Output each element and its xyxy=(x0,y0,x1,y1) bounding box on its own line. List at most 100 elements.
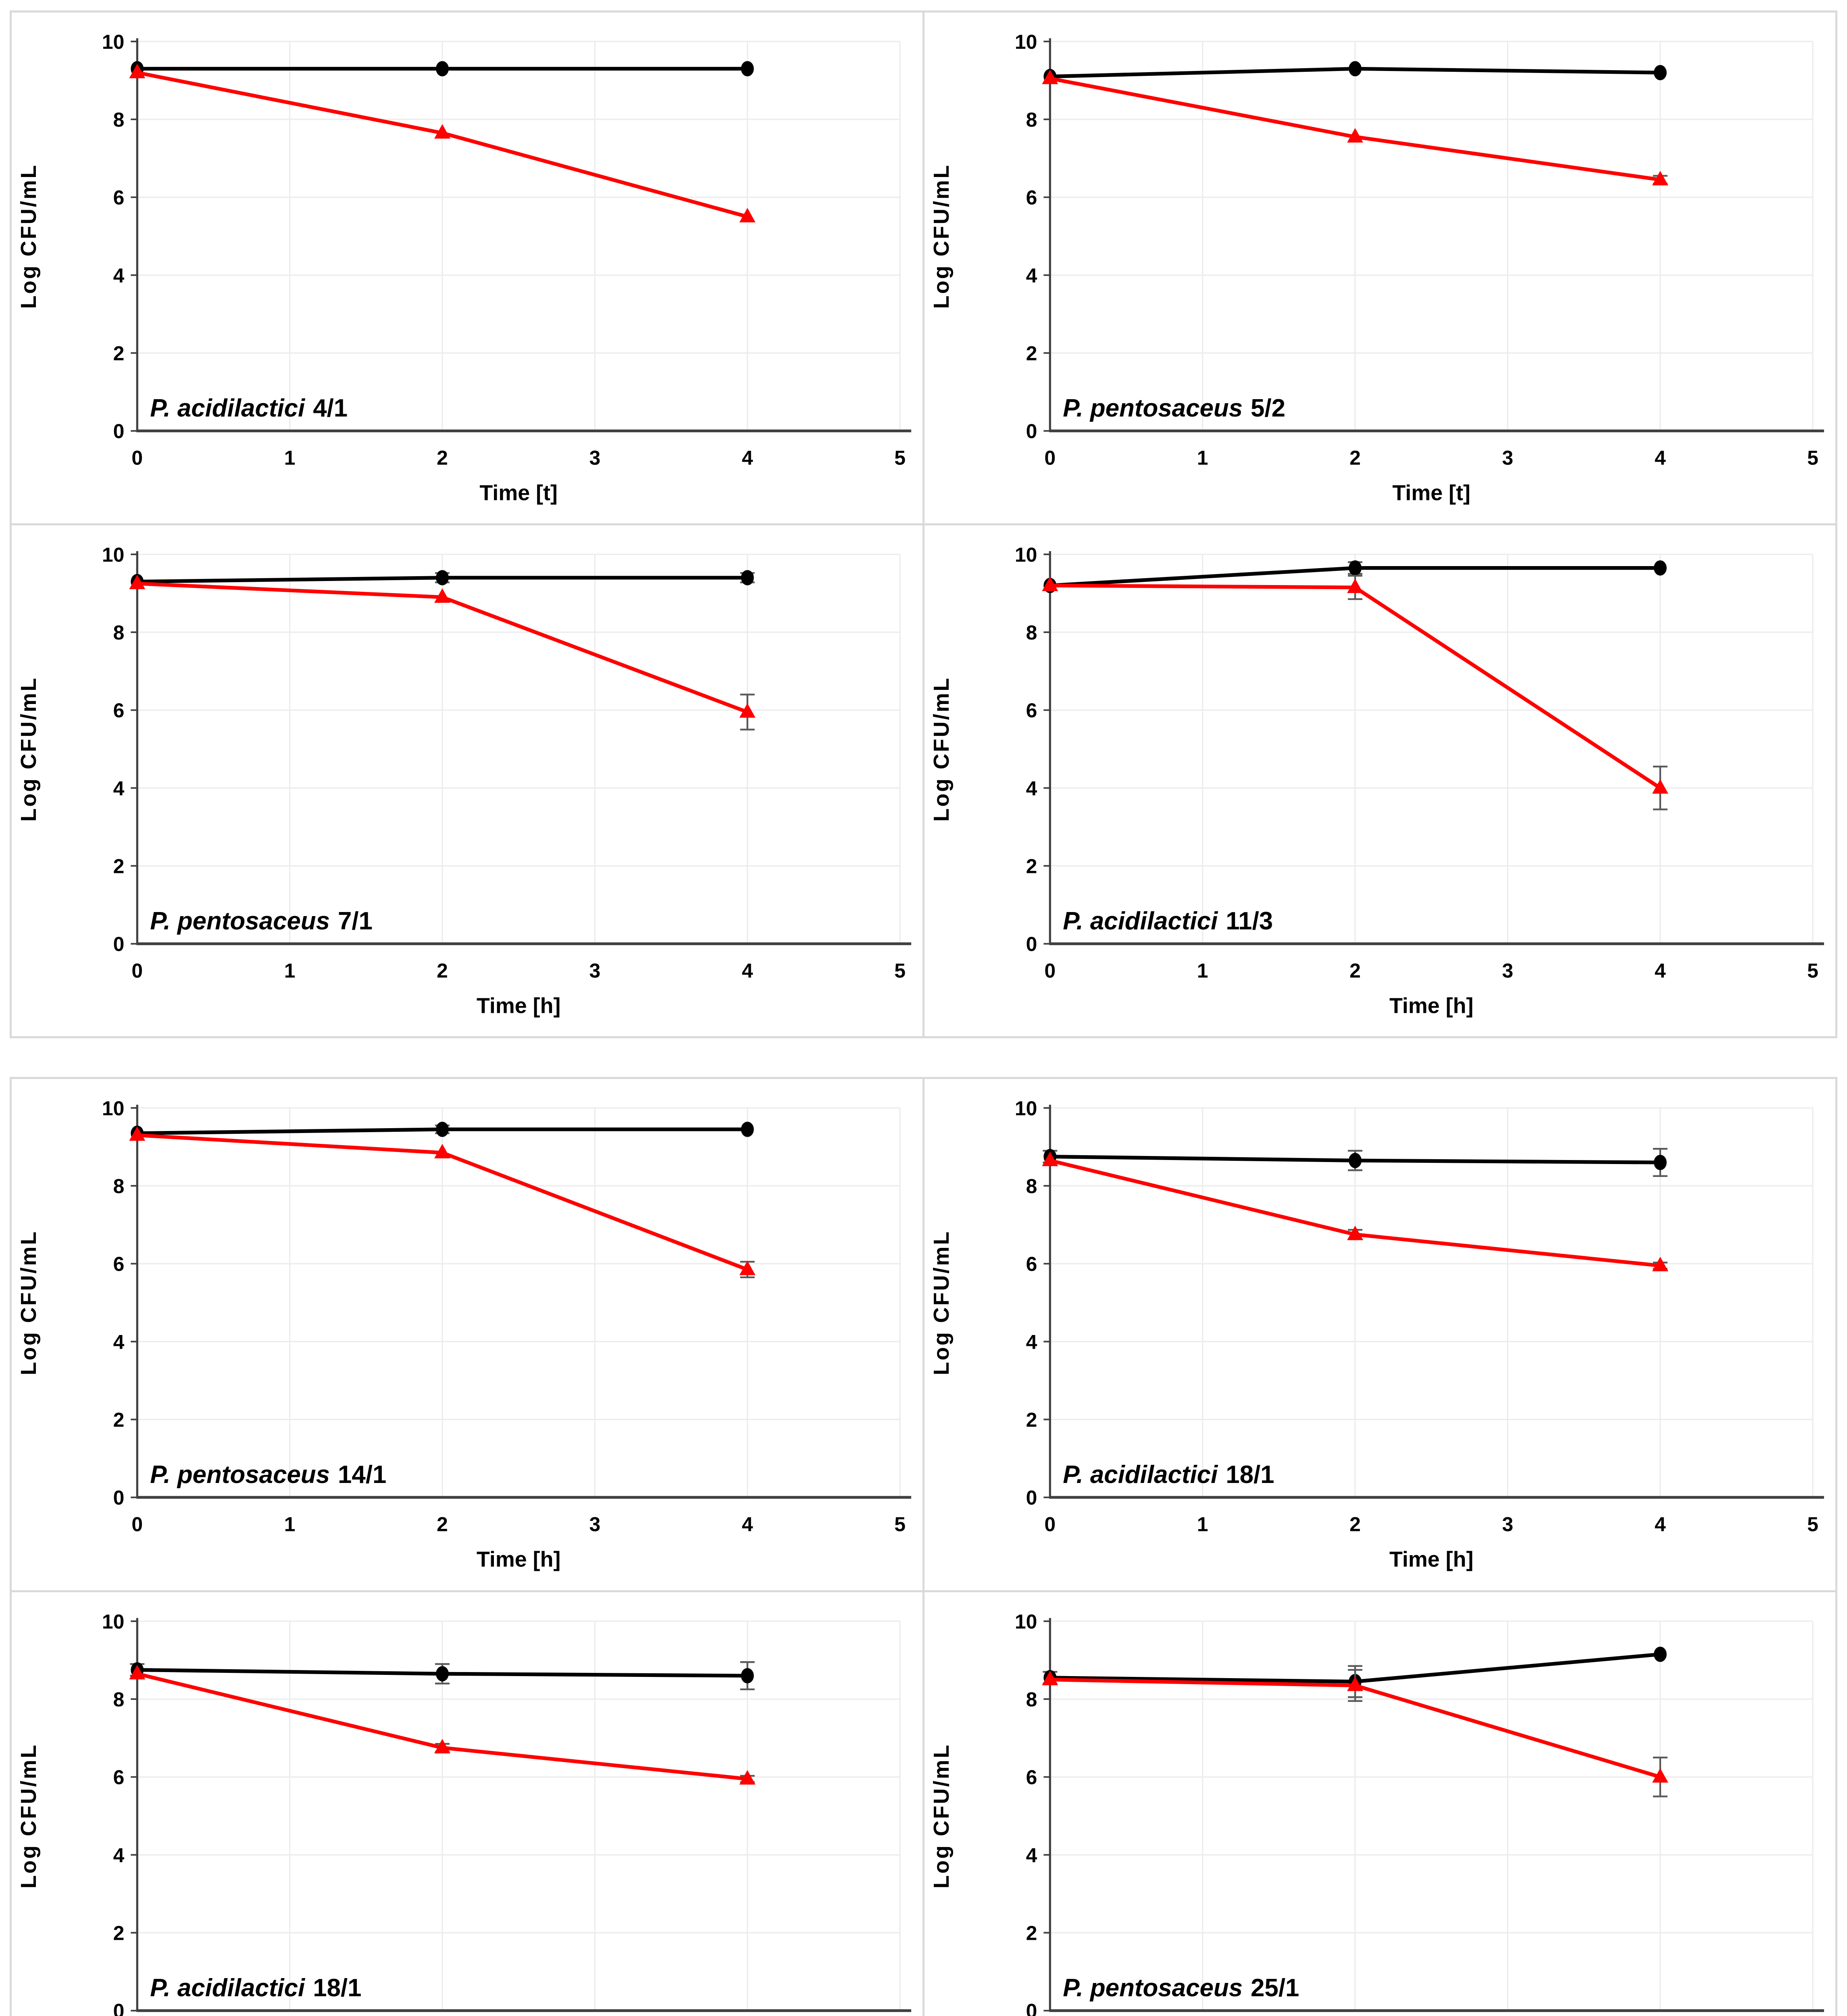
x-tick-label: 1 xyxy=(1197,1513,1208,1536)
triangle-marker xyxy=(1347,579,1363,594)
y-axis-label: Log CFU/mL xyxy=(929,164,954,309)
y-tick-label: 8 xyxy=(113,108,125,131)
x-tick-label: 1 xyxy=(1197,447,1208,469)
chart-title: P. pentosaceus 14/1 xyxy=(150,1461,386,1489)
line-chart: 0 2 4 6 8 10 0 1 2 3 4 5 Time [t] Log CFU/mL P. acidil… xyxy=(17,31,912,505)
chart-title: P. pentosaceus 7/1 xyxy=(150,907,373,935)
line-chart: 0 2 4 6 8 10 0 1 2 3 4 5 Time [h] Log CFU/mL P. pentos… xyxy=(17,1097,912,1572)
x-tick-label: 3 xyxy=(589,447,601,469)
y-tick-label: 4 xyxy=(1026,777,1037,800)
x-tick-label: 5 xyxy=(1807,1513,1818,1536)
x-tick-label: 2 xyxy=(1349,447,1361,469)
circle-marker xyxy=(741,1668,754,1683)
x-tick-label: 0 xyxy=(131,447,143,469)
y-tick-label: 0 xyxy=(113,933,125,956)
y-tick-label: 6 xyxy=(1026,1766,1037,1789)
x-tick-label: 2 xyxy=(1349,960,1361,982)
chart-group-bottom: 0 2 4 6 8 10 0 1 2 3 4 5 Time [h] Log CFU/mL P. pentos… xyxy=(10,1077,1837,2016)
x-tick-label: 0 xyxy=(1044,1513,1056,1536)
triangle-marker xyxy=(1652,171,1668,185)
chart-title: P. acidilactici 4/1 xyxy=(150,394,348,422)
y-tick-label: 0 xyxy=(113,420,125,443)
y-axis-label: Log CFU/mL xyxy=(17,1743,41,1888)
circle-marker xyxy=(1349,560,1362,576)
chart-title: P. pentosaceus 5/2 xyxy=(1063,394,1285,422)
y-tick-label: 10 xyxy=(1015,1610,1037,1633)
x-axis-label: Time [h] xyxy=(1389,1547,1474,1572)
x-axis-label: Time [h] xyxy=(477,1547,561,1572)
x-tick-label: 3 xyxy=(1502,447,1514,469)
circle-marker xyxy=(1349,1153,1362,1168)
y-tick-label: 0 xyxy=(113,1999,125,2016)
circle-marker xyxy=(741,570,754,585)
y-tick-label: 10 xyxy=(102,544,124,566)
y-axis-label: Log CFU/mL xyxy=(929,1743,954,1888)
triangle-marker xyxy=(129,64,146,79)
x-tick-label: 4 xyxy=(1655,1513,1666,1536)
y-tick-label: 8 xyxy=(113,1175,125,1198)
y-tick-label: 4 xyxy=(1026,1331,1037,1354)
y-tick-label: 2 xyxy=(113,1409,125,1431)
x-tick-label: 1 xyxy=(284,1513,296,1536)
y-tick-label: 6 xyxy=(1026,699,1037,722)
x-tick-label: 3 xyxy=(589,960,601,982)
triangle-marker xyxy=(1347,128,1363,143)
line-chart: 0 2 4 6 8 10 0 1 2 3 4 5 Time [h] Log CFU/mL P. acidil… xyxy=(929,1097,1824,1572)
chart-title: P. pentosaceus 25/1 xyxy=(1063,1974,1299,2001)
y-tick-label: 6 xyxy=(113,1766,125,1789)
circle-marker xyxy=(741,1122,754,1137)
x-tick-label: 4 xyxy=(1655,960,1666,982)
triangle-marker xyxy=(434,588,450,603)
triangle-marker xyxy=(1652,779,1668,794)
y-tick-label: 10 xyxy=(1015,544,1037,566)
triangle-marker xyxy=(129,1126,146,1141)
y-tick-label: 0 xyxy=(1026,1999,1037,2016)
x-tick-label: 2 xyxy=(437,1513,448,1536)
chart-panel: 0 2 4 6 8 10 0 1 2 3 4 5 Time [t] Log CFU/mL P. acidil… xyxy=(12,12,922,524)
y-axis-label: Log CFU/mL xyxy=(929,677,954,822)
x-tick-label: 4 xyxy=(1655,447,1666,469)
y-tick-label: 2 xyxy=(1026,1922,1037,1944)
line-chart: 0 2 4 6 8 10 0 1 2 3 4 5 Time [t] Log CFU/mL P. pentos… xyxy=(929,31,1824,505)
triangle-marker xyxy=(434,1144,450,1159)
y-tick-label: 2 xyxy=(113,855,125,878)
y-tick-label: 10 xyxy=(102,1610,124,1633)
triangle-marker xyxy=(1347,1676,1363,1691)
triangle-marker xyxy=(739,208,756,223)
x-axis-label: Time [t] xyxy=(1392,481,1470,505)
x-tick-label: 5 xyxy=(894,1513,906,1536)
x-tick-label: 0 xyxy=(131,1513,143,1536)
line-chart: 0 2 4 6 8 10 0 1 2 3 4 5 Time [h] Log CFU/mL P. pentos… xyxy=(17,544,912,1018)
chart-title: P. acidilactici 18/1 xyxy=(150,1974,361,2001)
y-axis-label: Log CFU/mL xyxy=(17,677,41,822)
x-axis-label: Time [t] xyxy=(479,481,558,505)
y-tick-label: 10 xyxy=(102,1097,124,1120)
y-tick-label: 0 xyxy=(1026,933,1037,956)
triangle-marker xyxy=(739,1261,756,1276)
chart-title: P. acidilactici 11/3 xyxy=(1063,907,1273,935)
circle-marker xyxy=(1653,1646,1667,1662)
x-tick-label: 3 xyxy=(1502,1513,1514,1536)
triangle-marker xyxy=(1042,1152,1058,1166)
chart-group-top: 0 2 4 6 8 10 0 1 2 3 4 5 Time [t] Log CFU/mL P. acidil… xyxy=(10,10,1837,1039)
circle-marker xyxy=(436,1122,449,1137)
triangle-marker xyxy=(434,1739,450,1754)
y-tick-label: 0 xyxy=(1026,1487,1037,1509)
triangle-marker xyxy=(129,1664,146,1679)
y-tick-label: 10 xyxy=(1015,31,1037,53)
y-tick-label: 8 xyxy=(1026,1688,1037,1711)
y-axis-label: Log CFU/mL xyxy=(929,1230,954,1375)
y-tick-label: 6 xyxy=(113,186,125,209)
circle-marker xyxy=(1653,1155,1667,1170)
y-tick-label: 8 xyxy=(1026,108,1037,131)
circle-marker xyxy=(436,61,449,77)
x-tick-label: 2 xyxy=(437,447,448,469)
y-axis-label: Log CFU/mL xyxy=(17,164,41,309)
x-axis-label: Time [h] xyxy=(1389,994,1474,1018)
y-tick-label: 4 xyxy=(113,777,125,800)
x-tick-label: 3 xyxy=(589,1513,601,1536)
